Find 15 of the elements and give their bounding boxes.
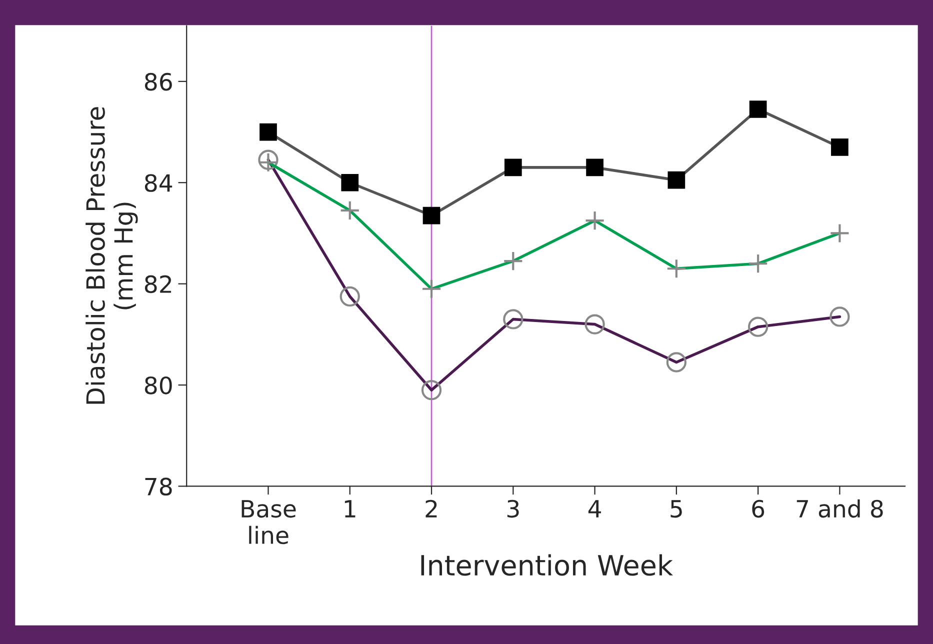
x-tick-label: 3 [507,500,519,518]
y-tick-label: 84 [144,174,172,192]
y-tick-label: 78 [145,478,172,496]
x-axis-title: Intervention Week [421,554,673,576]
x-tick-label: 1 [344,500,356,518]
x-tick-label: 6 [752,500,764,518]
x-tick-label: 7 and 8 [796,499,883,518]
x-tick-label: 5 [670,500,682,518]
y-axis-title: Diastolic Blood Pressure (mm Hg) [86,107,138,404]
y-tick-label: 86 [144,72,172,91]
y-tick-label: 80 [144,376,172,394]
x-tick-label: 4 [588,500,601,518]
x-tick-label: Base line [242,500,296,544]
y-tick-label: 82 [144,275,172,294]
x-tick-label: 2 [426,500,437,518]
